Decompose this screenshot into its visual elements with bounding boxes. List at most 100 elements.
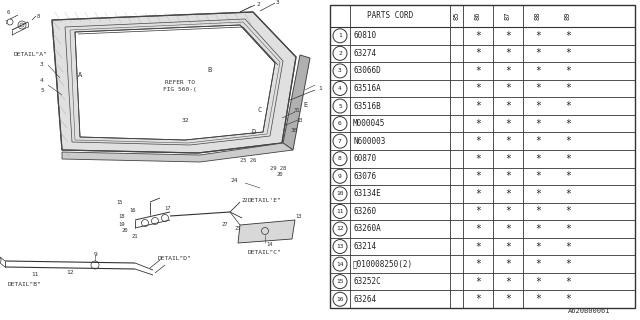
Text: 63264: 63264 (353, 295, 376, 304)
Text: 5: 5 (40, 87, 44, 92)
Text: 63214: 63214 (353, 242, 376, 251)
Polygon shape (75, 25, 275, 140)
Text: 89: 89 (565, 12, 571, 20)
Text: *: * (565, 101, 571, 111)
Text: *: * (505, 206, 511, 216)
Text: DETAIL"D": DETAIL"D" (158, 255, 192, 260)
Text: *: * (565, 189, 571, 199)
Text: 15: 15 (336, 279, 344, 284)
Text: FIG 560-(: FIG 560-( (163, 87, 197, 92)
Text: *: * (505, 294, 511, 304)
Text: A620B00061: A620B00061 (568, 308, 610, 314)
Text: 4: 4 (40, 77, 44, 83)
Text: 15: 15 (116, 199, 124, 204)
Text: *: * (565, 154, 571, 164)
Text: *: * (565, 31, 571, 41)
Text: 63260: 63260 (353, 207, 376, 216)
Text: 11: 11 (336, 209, 344, 214)
Text: N600003: N600003 (353, 137, 385, 146)
Text: *: * (535, 242, 541, 252)
Text: 20: 20 (122, 228, 128, 233)
Text: 20: 20 (276, 172, 284, 178)
Text: 25 26: 25 26 (240, 157, 256, 163)
Text: 6: 6 (6, 11, 10, 15)
Text: *: * (535, 31, 541, 41)
Text: 16: 16 (336, 297, 344, 302)
Text: *: * (475, 119, 481, 129)
Text: *: * (475, 171, 481, 181)
Text: *: * (535, 259, 541, 269)
Text: M000045: M000045 (353, 119, 385, 128)
Text: 9: 9 (338, 174, 342, 179)
Text: *: * (535, 171, 541, 181)
Text: *: * (475, 206, 481, 216)
Text: *: * (475, 66, 481, 76)
Text: 8: 8 (36, 13, 40, 19)
Text: 87: 87 (505, 12, 511, 20)
Text: 14: 14 (336, 261, 344, 267)
Text: *: * (535, 224, 541, 234)
Text: 63516A: 63516A (353, 84, 381, 93)
Text: *: * (475, 154, 481, 164)
Text: 85: 85 (454, 12, 460, 20)
Text: *: * (565, 224, 571, 234)
Text: 32: 32 (181, 117, 189, 123)
Text: *: * (535, 66, 541, 76)
Text: *: * (505, 259, 511, 269)
Text: 13: 13 (336, 244, 344, 249)
Text: *: * (505, 66, 511, 76)
Text: DETAIL'E": DETAIL'E" (248, 197, 282, 203)
Text: 3: 3 (276, 0, 280, 4)
Text: 3: 3 (338, 68, 342, 73)
Text: *: * (565, 242, 571, 252)
Text: 31: 31 (294, 108, 300, 114)
Text: *: * (535, 136, 541, 146)
Text: *: * (505, 242, 511, 252)
Polygon shape (238, 220, 295, 243)
Text: *: * (505, 171, 511, 181)
Text: 7: 7 (4, 20, 8, 25)
Text: *: * (565, 277, 571, 287)
Text: *: * (565, 206, 571, 216)
Text: 14: 14 (267, 243, 273, 247)
Text: *: * (475, 259, 481, 269)
Text: 63066D: 63066D (353, 67, 381, 76)
Text: *: * (475, 48, 481, 58)
Text: A: A (78, 72, 83, 78)
Text: DETAIL"C": DETAIL"C" (248, 251, 282, 255)
Text: *: * (505, 136, 511, 146)
Text: 88: 88 (535, 12, 541, 20)
Text: 2: 2 (256, 2, 260, 6)
Text: 63516B: 63516B (353, 101, 381, 110)
Polygon shape (283, 55, 310, 150)
Text: 63252C: 63252C (353, 277, 381, 286)
Text: 7: 7 (338, 139, 342, 144)
Text: *: * (505, 119, 511, 129)
Text: *: * (505, 84, 511, 93)
Text: *: * (475, 277, 481, 287)
Text: Ⓑ010008250(2): Ⓑ010008250(2) (353, 260, 413, 268)
Text: 63274: 63274 (353, 49, 376, 58)
Text: 13: 13 (295, 214, 301, 220)
Text: *: * (505, 48, 511, 58)
Text: *: * (535, 294, 541, 304)
Text: 5: 5 (338, 104, 342, 108)
Text: E: E (303, 102, 307, 108)
Text: D: D (252, 129, 256, 135)
Text: *: * (535, 189, 541, 199)
Text: 6: 6 (338, 121, 342, 126)
Text: *: * (535, 48, 541, 58)
Text: 86: 86 (475, 12, 481, 20)
Text: 60810: 60810 (353, 31, 376, 40)
Text: *: * (535, 119, 541, 129)
Text: 63260A: 63260A (353, 224, 381, 234)
Text: 29 28: 29 28 (270, 165, 286, 171)
Text: 11: 11 (31, 273, 39, 277)
Bar (330, 5, 635, 308)
Text: *: * (565, 171, 571, 181)
Text: 27: 27 (221, 222, 228, 228)
Text: *: * (505, 189, 511, 199)
Text: 60870: 60870 (353, 154, 376, 163)
Text: 23: 23 (235, 226, 241, 230)
Text: 30: 30 (291, 127, 298, 132)
